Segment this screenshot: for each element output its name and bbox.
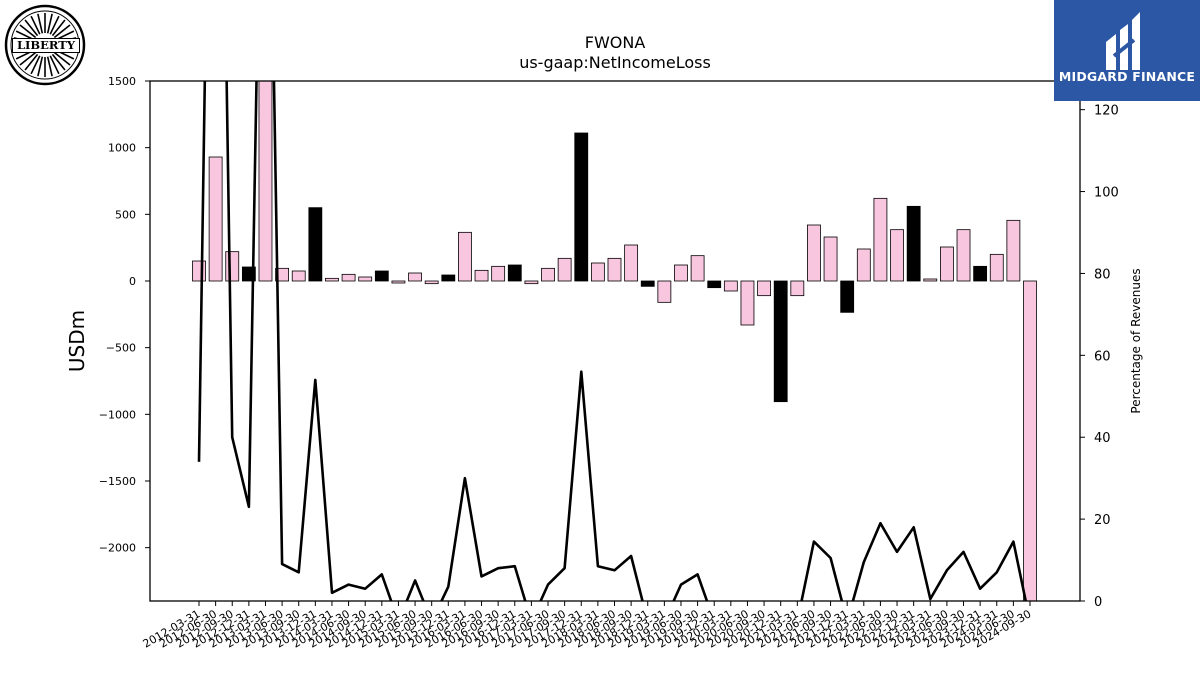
x-axis: 2012-03-312012-06-302012-09-302012-12-31… (141, 601, 1034, 651)
seal-ray (30, 55, 41, 75)
plot-frame (149, 80, 1081, 602)
bar-2016-12-31 (507, 264, 522, 282)
revenue-percentage-line (197, 81, 1028, 601)
bar-2013-09-30 (291, 270, 306, 282)
bar-2018-03-31 (590, 262, 605, 282)
y-tick-label: −2000 (99, 542, 136, 555)
bar-2024-06-30 (1006, 219, 1021, 282)
bar-2016-03-31 (458, 231, 472, 282)
y-tick-label: −500 (106, 342, 136, 355)
liberty-logo-text: LIBERTY (12, 38, 80, 53)
chart-subtitle: us-gaap:NetIncomeLoss (519, 53, 711, 72)
seal-ray (19, 51, 37, 66)
bar-2021-09-30 (823, 236, 838, 282)
seal-ray (49, 15, 60, 35)
liberty-logo: LIBERTY (4, 4, 86, 86)
bar-2018-09-30 (624, 244, 639, 282)
bar-2021-03-31 (790, 280, 805, 297)
bar-2020-12-31 (773, 280, 788, 403)
seal-ray (49, 55, 60, 75)
y-tick-label: −1500 (99, 475, 136, 488)
seal-ray (37, 56, 44, 77)
y2-axis-label: Percentage of Revenues (1129, 268, 1143, 413)
seal-ray (51, 53, 66, 71)
bar-2019-03-31 (657, 280, 672, 303)
bar-2014-09-30 (358, 276, 373, 282)
bar-2013-06-30 (275, 267, 290, 282)
bar-2012-09-30 (225, 251, 240, 282)
y-tick-label: 0 (129, 275, 136, 288)
bar-2012-03-31 (192, 260, 206, 282)
seal-ray (37, 13, 44, 34)
y2-tick-label: 20 (1094, 513, 1111, 528)
bar-2024-03-31 (989, 253, 1004, 282)
y2-tick-label: 60 (1094, 349, 1111, 364)
bar-2019-09-30 (690, 255, 705, 282)
midgard-mark-icon (1106, 12, 1140, 70)
bar-2022-12-31 (906, 205, 921, 282)
seal-ray (51, 19, 66, 37)
bar-2023-03-31 (923, 278, 938, 282)
bar-2017-09-30 (557, 257, 572, 282)
y2-axis: 0 20 40 60 80 100 120 (1080, 104, 1119, 610)
bar-2017-03-31 (524, 280, 539, 285)
y-tick-label: −1000 (99, 408, 136, 421)
bar-2019-06-30 (674, 264, 688, 282)
bar-2018-06-30 (607, 257, 622, 282)
bar-2022-06-30 (873, 197, 888, 282)
bar-2015-12-31 (441, 274, 456, 282)
bar-2015-09-30 (424, 280, 439, 285)
y-axis: 1500 1000 500 0 −500 −1000 −1500 −2000 (99, 75, 150, 555)
bar-2020-09-30 (757, 280, 771, 297)
y-axis-label: USDm (65, 310, 89, 372)
seal-ray (30, 15, 41, 35)
y2-tick-label: 120 (1094, 104, 1119, 119)
bar-2023-09-30 (956, 229, 971, 282)
seal-ray (46, 13, 53, 34)
bar-2022-09-30 (890, 229, 904, 282)
seal-ray (19, 24, 37, 39)
y2-tick-label: 100 (1094, 186, 1119, 201)
bar-2021-12-31 (840, 280, 855, 313)
bar-2013-03-31 (258, 81, 273, 282)
bar-2016-06-30 (474, 269, 489, 282)
seal-ray (53, 24, 71, 39)
bar-2021-06-30 (807, 224, 821, 282)
bar-2013-12-31 (308, 207, 323, 282)
seal-ray (53, 51, 71, 66)
midgard-finance-logo: MIDGARD FINANCE (1054, 0, 1200, 101)
chart-title: FWONA (585, 33, 646, 52)
seal-ray (24, 19, 39, 37)
bar-2023-06-30 (940, 246, 954, 282)
bar-2017-12-31 (574, 132, 589, 282)
bar-2016-09-30 (491, 265, 506, 282)
bar-2020-03-31 (723, 280, 738, 292)
midgard-logo-text: MIDGARD FINANCE (1058, 69, 1196, 84)
bar-2022-03-31 (856, 248, 871, 282)
seal-ray (46, 56, 53, 77)
bar-2024-09-30 (1023, 280, 1037, 601)
bar-2017-06-30 (541, 267, 555, 282)
seal-ray (24, 53, 39, 71)
y-tick-label: 1000 (108, 142, 136, 155)
bar-2019-12-31 (707, 280, 722, 289)
bar-2014-12-31 (374, 270, 389, 282)
bar-2014-03-31 (325, 277, 339, 282)
bar-2014-06-30 (341, 273, 356, 282)
bar-2015-03-31 (391, 280, 406, 284)
line-series (197, 81, 1028, 601)
bar-2023-12-31 (973, 265, 988, 282)
y2-tick-label: 0 (1094, 595, 1102, 610)
bar-2018-12-31 (640, 280, 655, 287)
bar-2012-06-30 (208, 156, 223, 282)
bar-series (192, 81, 1037, 601)
bar-2020-06-30 (740, 280, 755, 326)
bar-2015-06-30 (408, 272, 422, 282)
y2-tick-label: 80 (1094, 267, 1111, 282)
y2-tick-label: 40 (1094, 431, 1111, 446)
y-tick-label: 500 (115, 208, 136, 221)
y-tick-label: 1500 (108, 75, 136, 88)
